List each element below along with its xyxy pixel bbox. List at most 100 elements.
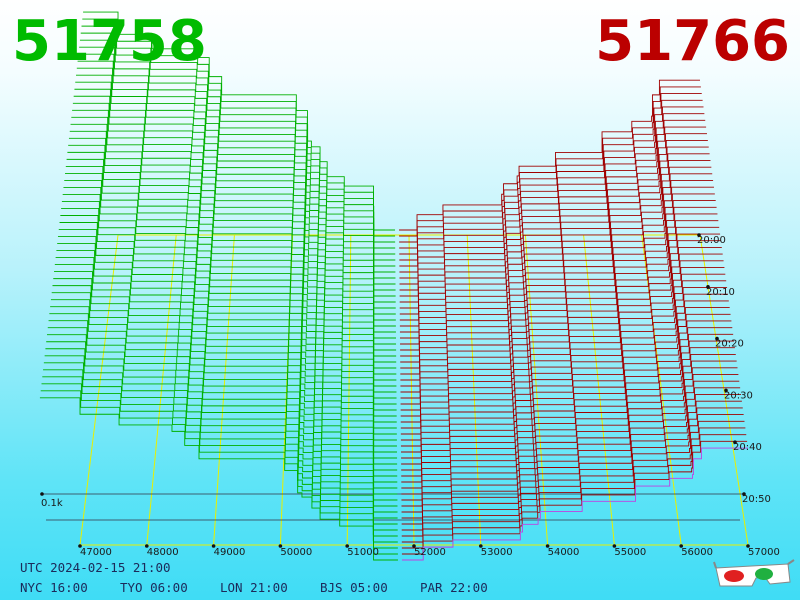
price-tick	[412, 544, 416, 548]
ask-depth-line	[399, 160, 711, 303]
time-label: 20:30	[724, 390, 753, 401]
ask-depth-line	[401, 367, 738, 489]
ask-depth-line	[399, 173, 713, 315]
price-label: 54000	[548, 547, 580, 558]
price-label: 48000	[147, 547, 179, 558]
ask-depth-line	[400, 307, 730, 435]
price-tick	[479, 544, 483, 548]
time-label: 20:20	[715, 339, 744, 350]
ask-depth-line	[399, 86, 701, 237]
floor-line	[213, 234, 235, 546]
bid-depth-line	[56, 250, 397, 435]
ask-depth-line	[401, 387, 741, 507]
price-tick	[679, 544, 683, 548]
bid-price: 51758	[12, 9, 207, 74]
floor-line	[146, 234, 177, 546]
axis-labels: 47000 48000 49000 50000 51000 52000 53000 54000…	[40, 233, 780, 558]
ask-depth-line	[400, 226, 720, 363]
ask-depth-line	[401, 434, 747, 549]
ask-depth-line	[401, 427, 746, 543]
ask-depth-line	[399, 93, 702, 243]
bid-depth-line	[63, 186, 397, 381]
ask-depth-line	[400, 280, 727, 411]
bid-depth-line	[67, 151, 397, 351]
clock: TYO 06:00	[120, 580, 188, 595]
bid-depth-line	[39, 397, 398, 561]
bid-depth-line	[65, 172, 397, 369]
ask-depth-line	[400, 213, 718, 351]
bid-depth-line	[57, 236, 397, 423]
ask-depth-line	[400, 287, 728, 417]
ask-depth-line	[401, 340, 735, 465]
3d-glasses-icon	[713, 559, 795, 587]
time-tick	[706, 285, 710, 289]
ask-price: 51766	[595, 9, 790, 74]
time-label: 20:50	[742, 494, 771, 505]
price-label: 56000	[681, 547, 713, 558]
ask-depth-line	[401, 374, 739, 495]
ask-depth-line	[399, 133, 707, 279]
floor-line	[466, 234, 482, 546]
ask-depth-line	[399, 99, 703, 249]
ask-depth-line	[401, 347, 735, 471]
floor-line	[408, 234, 415, 546]
depth-label: 0.1k	[41, 498, 63, 509]
bid-depth-line	[58, 229, 397, 417]
ask-depth-line	[400, 273, 726, 405]
ask-depth-line	[400, 240, 721, 375]
price-label: 51000	[347, 547, 379, 558]
floor-line	[641, 234, 682, 546]
clock: PAR 22:00	[420, 580, 488, 595]
ask-depth-line	[401, 353, 736, 477]
ask-depth-line	[401, 333, 734, 459]
ask-depth-line	[400, 313, 731, 441]
ask-depth-line	[399, 119, 706, 267]
bid-depth-line	[42, 376, 398, 543]
time-label: 20:10	[706, 287, 735, 298]
price-label: 53000	[481, 547, 513, 558]
ask-depth-line	[401, 420, 745, 537]
price-tick	[345, 544, 350, 548]
ask-depth-line	[401, 407, 743, 525]
ask-depth-line	[399, 186, 714, 327]
ask-depth-line	[400, 267, 725, 399]
time-label: 20:00	[697, 235, 726, 246]
ask-depth-line	[399, 146, 709, 291]
ask-depth-line	[401, 380, 740, 501]
bid-depth-line	[40, 390, 398, 555]
ask-depth-line	[400, 206, 717, 345]
ask-depth-line	[399, 180, 714, 321]
time-tick	[697, 233, 701, 237]
ask-depth-line	[399, 79, 700, 231]
ask-depth-line	[400, 320, 732, 447]
depth-lines	[39, 11, 748, 561]
ask-depth-line	[400, 293, 728, 423]
price-label: 47000	[80, 547, 112, 558]
bid-depth-line	[73, 95, 396, 303]
price-label: 57000	[748, 547, 780, 558]
ask-depth-line	[400, 253, 723, 387]
ask-depth-line	[401, 447, 748, 561]
ask-depth-line	[399, 126, 707, 273]
ask-depth-line	[401, 327, 733, 453]
bid-depth-line	[72, 102, 396, 309]
floor-line	[583, 234, 615, 546]
ask-depth-line	[400, 233, 721, 369]
floor-line	[524, 234, 549, 546]
price-tick	[746, 544, 750, 548]
ask-depth-line	[399, 113, 705, 261]
depth-tick	[40, 492, 44, 496]
time-tick	[742, 492, 746, 496]
price-tick	[545, 544, 550, 548]
ask-depth-line	[399, 106, 704, 255]
ask-depth-line	[399, 193, 715, 333]
ask-depth-line	[399, 166, 712, 309]
ask-depth-line	[399, 139, 708, 285]
time-tick	[715, 336, 719, 341]
bid-depth-line	[43, 369, 398, 537]
price-tick	[278, 544, 283, 548]
clock: BJS 05:00	[320, 580, 388, 595]
time-tick	[724, 388, 728, 393]
timestamp: UTC 2024-02-15 21:00	[20, 560, 171, 575]
